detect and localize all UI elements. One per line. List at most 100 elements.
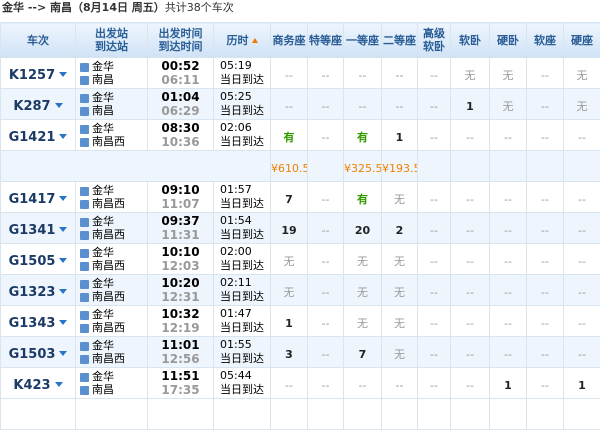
- station-icon: [80, 372, 89, 382]
- station-icon: [80, 93, 89, 103]
- seat-availability: --: [430, 68, 438, 82]
- seat-availability: --: [285, 68, 293, 82]
- dropdown-icon[interactable]: [59, 288, 68, 294]
- column-label: 出发站: [95, 27, 128, 40]
- seat-availability: 7: [285, 192, 293, 206]
- seat-cell: 7: [343, 336, 382, 368]
- station: 南昌西: [80, 259, 147, 272]
- seat-cell: 1: [270, 305, 308, 337]
- train-cell: G1323: [0, 274, 76, 306]
- station-name: 金华: [92, 91, 114, 104]
- seat-cell: --: [489, 305, 527, 337]
- price-cell: ¥610.5: [270, 150, 308, 182]
- seat-cell: --: [307, 57, 344, 89]
- train-number[interactable]: G1417: [8, 191, 56, 207]
- arrive-time: 17:35: [161, 383, 200, 397]
- arrival-day: 当日到达: [220, 321, 264, 334]
- depart-time: 09:37: [161, 214, 200, 228]
- seat-cell: 20: [343, 212, 382, 244]
- seat-cell: 无: [489, 88, 527, 120]
- dropdown-icon[interactable]: [59, 133, 68, 139]
- train-number[interactable]: G1323: [8, 284, 56, 300]
- seat-availability: --: [541, 130, 549, 144]
- train-number[interactable]: K1257: [8, 67, 56, 83]
- train-number[interactable]: G1341: [8, 222, 56, 238]
- station-icon: [80, 323, 89, 333]
- seat-availability: --: [578, 347, 586, 361]
- column-header: 特等座: [307, 22, 344, 58]
- seat-availability: 1: [578, 378, 586, 392]
- train-number[interactable]: G1343: [8, 315, 56, 331]
- train-number[interactable]: G1505: [8, 253, 56, 269]
- dropdown-icon[interactable]: [59, 319, 68, 325]
- train-number[interactable]: G1421: [8, 129, 56, 145]
- seat-cell: 无: [381, 274, 418, 306]
- seat-availability: --: [321, 285, 330, 299]
- seat-cell: 无: [343, 305, 382, 337]
- duration: 01:54: [220, 214, 252, 227]
- depart-time: 10:10: [161, 245, 200, 259]
- seat-availability: 无: [283, 285, 295, 299]
- dropdown-icon[interactable]: [54, 102, 63, 108]
- seat-availability: 有: [357, 130, 368, 144]
- seat-cell: --: [526, 119, 564, 151]
- arrive-time: 11:31: [161, 228, 200, 242]
- duration-cell: 01:54 当日到达: [213, 212, 271, 244]
- seat-cell: --: [417, 367, 451, 399]
- arrival-day: 当日到达: [220, 104, 264, 117]
- seat-availability: --: [321, 99, 330, 113]
- station-name: 金华: [92, 215, 114, 228]
- column-label: 历时: [226, 33, 249, 47]
- seat-cell: 3: [270, 336, 308, 368]
- station-icon: [80, 186, 89, 196]
- station-name: 金华: [92, 277, 114, 290]
- price-cell: [489, 150, 527, 182]
- column-header: 硬卧: [489, 22, 527, 58]
- seat-availability: --: [466, 285, 474, 299]
- dropdown-icon[interactable]: [59, 226, 68, 232]
- column-header[interactable]: 历时: [213, 22, 271, 58]
- seat-availability: --: [578, 223, 586, 237]
- station-icon: [80, 310, 89, 320]
- header-row: 车次 出发站 到达站 出发时间 到达时间 历时 商务座 特等座 一等座 二等座 高级 软卧 软卧 硬卧 软座…: [0, 22, 600, 58]
- route: 金华 --> 南昌（8月14日 周五）: [2, 1, 165, 14]
- seat-cell: --: [343, 88, 382, 120]
- seat-availability: 无: [464, 68, 476, 82]
- seat-cell: 无: [381, 181, 418, 213]
- train-number[interactable]: G1503: [8, 346, 56, 362]
- seat-cell: 1: [563, 367, 600, 399]
- seat-availability: 19: [281, 223, 297, 237]
- seat-availability: 有: [357, 192, 368, 206]
- seat-availability: --: [430, 378, 438, 392]
- empty-cell: [75, 398, 148, 430]
- seat-cell: --: [526, 336, 564, 368]
- empty-cell: [270, 398, 308, 430]
- seat-cell: 19: [270, 212, 308, 244]
- seat-availability: --: [321, 223, 330, 237]
- dropdown-icon[interactable]: [59, 257, 68, 263]
- dropdown-icon[interactable]: [59, 195, 68, 201]
- train-cell: K1257: [0, 57, 76, 89]
- column-label: 到达时间: [158, 40, 203, 53]
- dropdown-icon[interactable]: [54, 381, 63, 387]
- train-number[interactable]: K423: [13, 377, 51, 393]
- seat-cell: --: [417, 336, 451, 368]
- seat-cell: --: [307, 243, 344, 275]
- dropdown-icon[interactable]: [59, 71, 68, 77]
- time-cell: 10:10 12:03: [147, 243, 214, 275]
- column-header[interactable]: 出发时间 到达时间: [147, 22, 214, 58]
- train-cell: G1503: [0, 336, 76, 368]
- seat-cell: --: [526, 181, 564, 213]
- seat-availability: --: [541, 285, 549, 299]
- seat-availability: --: [321, 192, 330, 206]
- seat-cell: --: [381, 88, 418, 120]
- station: 南昌西: [80, 290, 147, 303]
- train-number[interactable]: K287: [13, 98, 51, 114]
- dropdown-icon[interactable]: [59, 350, 68, 356]
- seat-cell: --: [417, 305, 451, 337]
- seat-cell: 有: [270, 119, 308, 151]
- seat-availability: --: [395, 378, 404, 392]
- duration-cell: 02:06 当日到达: [213, 119, 271, 151]
- station-cell: 金华 南昌西: [75, 305, 148, 337]
- seat-availability: --: [541, 316, 549, 330]
